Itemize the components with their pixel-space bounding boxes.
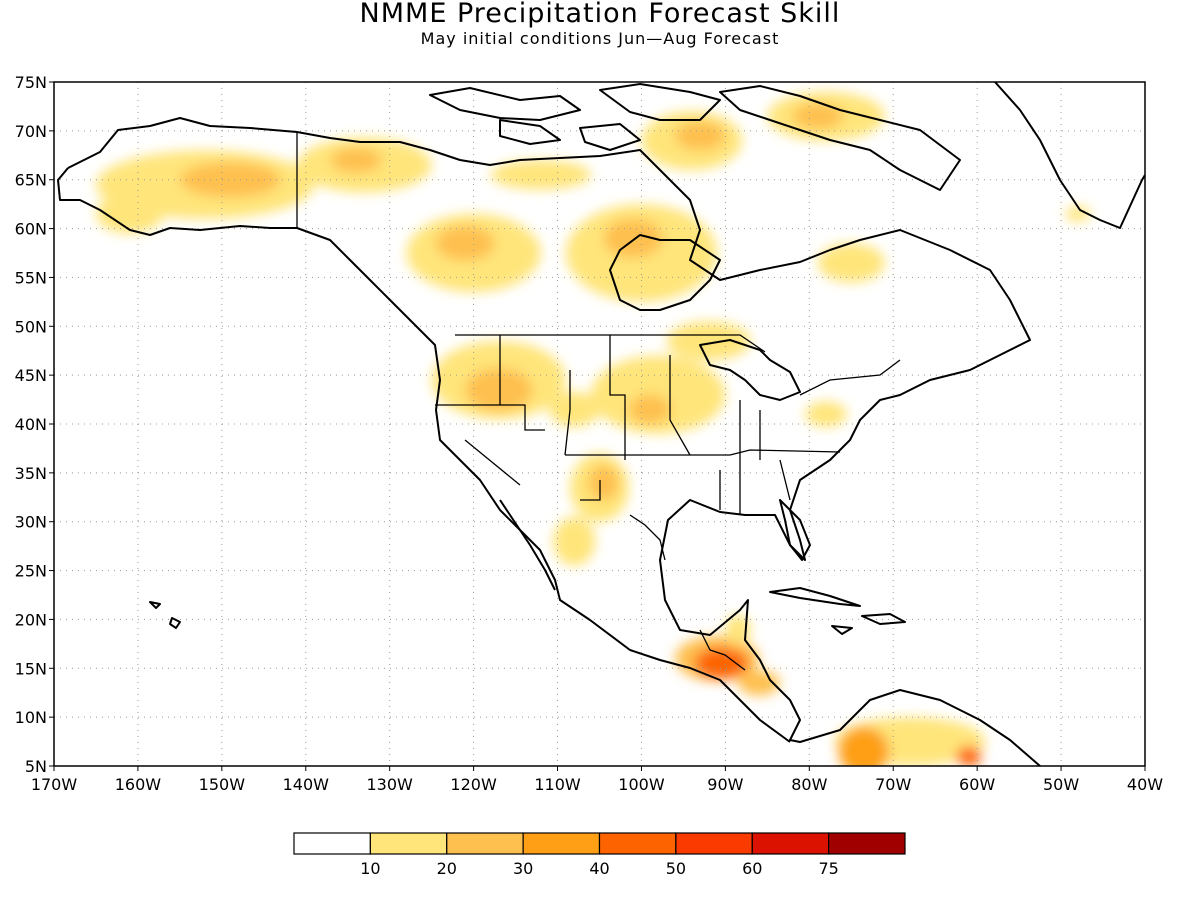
lat-label: 35N [15,464,47,483]
map-title: NMME Precipitation Forecast Skill [359,0,841,29]
skill-region-honduras [737,670,780,696]
legend-swatch [675,832,753,855]
lon-label: 150W [199,775,246,794]
legend-label: 75 [818,859,838,878]
latitude-labels: 75N 70N 65N 60N 55N 50N 45N 40N 35N 30N 25N 20N 15N 1… [15,73,47,776]
lon-label: 110W [534,775,581,794]
lat-label: 30N [15,513,47,532]
legend-swatch [751,832,830,855]
skill-region-greenland [1065,206,1091,222]
lat-label: 15N [15,659,47,678]
legend-label: 40 [589,859,609,878]
skill-region-nw-territories [490,160,592,190]
skill-region-alaska-core [179,162,281,198]
lon-label: 90W [707,775,743,794]
political-borders [296,132,901,671]
legend-label: 30 [513,859,533,878]
legend-swatch [293,832,371,855]
lat-label: 70N [15,122,47,141]
legend-swatch [828,832,906,855]
skill-region-pennsylvania [805,401,848,427]
skill-region-central-america-core [694,647,749,680]
legend-label: 60 [742,859,762,878]
color-legend: 10 20 30 40 50 60 75 [293,832,906,878]
legend-swatch [598,832,677,855]
lon-label: 40W [1127,775,1163,794]
skill-region-northwest-us-core [465,368,533,412]
lon-label: 80W [791,775,827,794]
skill-region-nunavut-north-core [675,121,726,151]
lat-label: 40N [15,415,47,434]
coastlines [57,82,1145,766]
lon-label: 170W [31,775,78,794]
skill-region-yukon-core [330,147,382,173]
skill-shading [95,91,1091,766]
legend-swatch [522,832,601,855]
lat-label: 65N [15,171,47,190]
lat-label: 55N [15,268,47,287]
skill-region-ontario-south [666,321,751,361]
lon-label: 120W [450,775,497,794]
lat-label: 60N [15,220,47,239]
skill-region-venezuela-east [956,746,982,766]
skill-region-bc-alberta-core [435,225,495,261]
legend-label: 20 [437,859,457,878]
skill-region-quebec [817,243,885,283]
skill-region-northern-plains-core [628,394,671,424]
lat-label: 45N [15,366,47,385]
lat-lon-grid [49,81,1146,771]
lon-label: 70W [875,775,911,794]
lat-label: 50N [15,317,47,336]
skill-region-mexico-north [553,516,596,566]
lat-label: 75N [15,73,47,92]
lon-label: 130W [367,775,414,794]
legend-swatch [446,832,524,855]
skill-region-colombia [838,726,890,766]
longitude-labels: 170W 160W 150W 140W 130W 120W 110W 100W 90W 80W 70… [31,775,1163,794]
lon-label: 50W [1043,775,1079,794]
legend-label: 10 [360,859,380,878]
skill-region-new-mexico-core [588,465,619,501]
lon-label: 140W [283,775,330,794]
skill-region-baffin-core [792,103,843,129]
skill-region-alaska-southwest [95,194,164,234]
lon-label: 60W [959,775,995,794]
legend-swatch [369,832,448,855]
lat-label: 20N [15,610,47,629]
lon-label: 160W [115,775,162,794]
lat-label: 25N [15,562,47,581]
skill-region-colorado [549,391,600,427]
legend-label: 50 [666,859,686,878]
lat-label: 5N [25,757,47,776]
map-subtitle: May initial conditions Jun—Aug Forecast [420,29,780,48]
lat-label: 10N [15,708,47,727]
map-frame [53,81,1146,767]
lon-label: 100W [618,775,665,794]
